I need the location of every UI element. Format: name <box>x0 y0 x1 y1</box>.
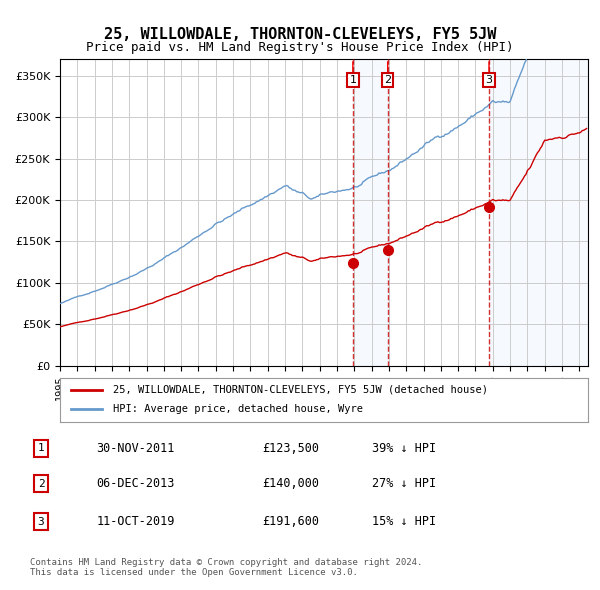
Text: 2: 2 <box>38 479 44 489</box>
Text: £191,600: £191,600 <box>262 515 319 528</box>
Text: 3: 3 <box>38 517 44 526</box>
Text: 11-OCT-2019: 11-OCT-2019 <box>96 515 175 528</box>
Text: £123,500: £123,500 <box>262 442 319 455</box>
Text: £140,000: £140,000 <box>262 477 319 490</box>
Text: Contains HM Land Registry data © Crown copyright and database right 2024.
This d: Contains HM Land Registry data © Crown c… <box>30 558 422 577</box>
Text: 2: 2 <box>384 75 391 85</box>
Text: 25, WILLOWDALE, THORNTON-CLEVELEYS, FY5 5JW: 25, WILLOWDALE, THORNTON-CLEVELEYS, FY5 … <box>104 27 496 41</box>
Text: 3: 3 <box>485 75 493 85</box>
Bar <box>353 59 388 366</box>
Bar <box>489 59 588 366</box>
Text: 15% ↓ HPI: 15% ↓ HPI <box>372 515 436 528</box>
Text: Price paid vs. HM Land Registry's House Price Index (HPI): Price paid vs. HM Land Registry's House … <box>86 41 514 54</box>
Text: 39% ↓ HPI: 39% ↓ HPI <box>372 442 436 455</box>
Text: 25, WILLOWDALE, THORNTON-CLEVELEYS, FY5 5JW (detached house): 25, WILLOWDALE, THORNTON-CLEVELEYS, FY5 … <box>113 385 488 395</box>
Text: 1: 1 <box>38 444 44 453</box>
Text: HPI: Average price, detached house, Wyre: HPI: Average price, detached house, Wyre <box>113 405 363 414</box>
Text: 1: 1 <box>349 75 356 85</box>
Text: 30-NOV-2011: 30-NOV-2011 <box>96 442 175 455</box>
Text: 27% ↓ HPI: 27% ↓ HPI <box>372 477 436 490</box>
Text: 06-DEC-2013: 06-DEC-2013 <box>96 477 175 490</box>
